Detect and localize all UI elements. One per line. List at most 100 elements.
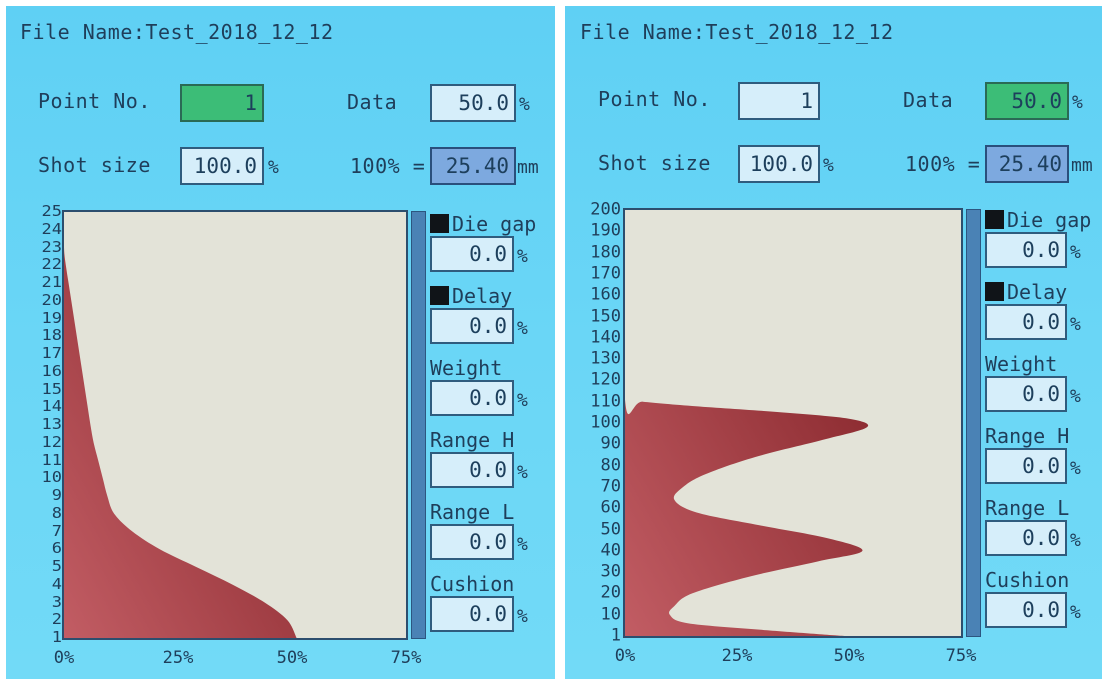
shot-size-field[interactable]: 100.0 bbox=[180, 147, 264, 185]
y-tick-label: 4 bbox=[51, 575, 62, 594]
y-tick-label: 70 bbox=[600, 476, 621, 497]
range-h-field[interactable]: 0.0 bbox=[985, 448, 1067, 484]
y-tick-label: 17 bbox=[41, 344, 62, 363]
die-gap-label: Die gap bbox=[430, 212, 536, 236]
delay-indicator-icon bbox=[430, 286, 449, 305]
die-gap-indicator-icon bbox=[430, 214, 449, 233]
y-tick-label: 130 bbox=[590, 348, 621, 369]
y-tick-label: 19 bbox=[41, 309, 62, 328]
cushion-label: Cushion bbox=[430, 572, 515, 596]
weight-field[interactable]: 0.0 bbox=[985, 376, 1067, 412]
range-l-field[interactable]: 0.0 bbox=[430, 524, 514, 560]
y-tick-label: 12 bbox=[41, 433, 62, 452]
y-tick-label: 170 bbox=[590, 263, 621, 284]
profile-area bbox=[64, 212, 297, 638]
y-tick-label: 16 bbox=[41, 362, 62, 381]
cushion-unit: % bbox=[517, 606, 528, 627]
profile-chart bbox=[623, 208, 963, 638]
shot-size-unit: % bbox=[823, 155, 834, 176]
y-tick-label: 6 bbox=[51, 539, 62, 558]
y-tick-label: 120 bbox=[590, 369, 621, 390]
y-tick-label: 21 bbox=[41, 273, 62, 292]
x-tick-label: 25% bbox=[721, 646, 753, 666]
range-h-label: Range H bbox=[430, 428, 515, 452]
data-unit: % bbox=[1072, 92, 1083, 113]
y-tick-label: 190 bbox=[590, 220, 621, 241]
delay-indicator-icon bbox=[985, 282, 1004, 301]
range-l-label: Range L bbox=[430, 500, 515, 524]
mm-unit: mm bbox=[1071, 155, 1093, 176]
range-h-unit: % bbox=[517, 462, 528, 483]
y-tick-label: 30 bbox=[600, 561, 621, 582]
data-field[interactable]: 50.0 bbox=[430, 84, 516, 122]
point-no-field[interactable]: 1 bbox=[180, 84, 264, 122]
range-h-field[interactable]: 0.0 bbox=[430, 452, 514, 488]
point-no-field[interactable]: 1 bbox=[738, 82, 820, 120]
data-unit: % bbox=[519, 94, 530, 115]
y-tick-label: 22 bbox=[41, 255, 62, 274]
y-tick-label: 11 bbox=[41, 451, 62, 470]
y-axis: 25 24 23 22 21 20 19 18 17 16 15 14 13 12 11 10 9 8 7 6 5 4 3 2… bbox=[6, 204, 64, 645]
chart-scrollbar[interactable] bbox=[966, 209, 981, 637]
x-tick-label: 25% bbox=[162, 648, 194, 668]
delay-label: Delay bbox=[985, 280, 1067, 304]
die-gap-indicator-icon bbox=[985, 210, 1004, 229]
shot-size-field[interactable]: 100.0 bbox=[738, 145, 820, 183]
y-tick-label: 3 bbox=[51, 593, 62, 612]
y-tick-label: 40 bbox=[600, 540, 621, 561]
die-gap-field[interactable]: 0.0 bbox=[430, 236, 514, 272]
range-l-field[interactable]: 0.0 bbox=[985, 520, 1067, 556]
y-tick-label: 1 bbox=[610, 625, 621, 646]
delay-field[interactable]: 0.0 bbox=[430, 308, 514, 344]
delay-unit: % bbox=[517, 318, 528, 339]
mm-field[interactable]: 25.40 bbox=[985, 145, 1069, 183]
point-no-label: Point No. bbox=[598, 87, 711, 111]
die-gap-unit: % bbox=[1070, 242, 1081, 263]
y-tick-label: 2 bbox=[51, 610, 62, 629]
x-tick-label: 0% bbox=[53, 648, 75, 668]
file-name-label: File Name:Test_2018_12_12 bbox=[580, 20, 894, 44]
y-tick-label: 110 bbox=[590, 391, 621, 412]
data-field[interactable]: 50.0 bbox=[985, 82, 1069, 120]
y-tick-label: 15 bbox=[41, 380, 62, 399]
chart-scrollbar[interactable] bbox=[411, 211, 426, 639]
y-tick-label: 8 bbox=[51, 504, 62, 523]
y-tick-label: 23 bbox=[41, 238, 62, 257]
y-tick-label: 1 bbox=[51, 628, 62, 647]
range-l-unit: % bbox=[1070, 530, 1081, 551]
data-label: Data bbox=[903, 88, 954, 112]
cushion-unit: % bbox=[1070, 602, 1081, 623]
die-gap-field[interactable]: 0.0 bbox=[985, 232, 1067, 268]
range-l-unit: % bbox=[517, 534, 528, 555]
delay-label-text: Delay bbox=[452, 284, 513, 308]
delay-field[interactable]: 0.0 bbox=[985, 304, 1067, 340]
y-tick-label: 9 bbox=[51, 486, 62, 505]
weight-field[interactable]: 0.0 bbox=[430, 380, 514, 416]
y-tick-label: 160 bbox=[590, 284, 621, 305]
weight-unit: % bbox=[1070, 386, 1081, 407]
y-tick-label: 24 bbox=[41, 220, 62, 239]
shot-size-label: Shot size bbox=[598, 151, 711, 175]
die-gap-unit: % bbox=[517, 246, 528, 267]
screen-panel-left: File Name:Test_2018_12_12 Point No. 1 Da… bbox=[6, 6, 555, 679]
file-name-label: File Name:Test_2018_12_12 bbox=[20, 20, 334, 44]
cushion-field[interactable]: 0.0 bbox=[985, 592, 1067, 628]
mm-field[interactable]: 25.40 bbox=[430, 147, 516, 185]
delay-label-text: Delay bbox=[1007, 280, 1068, 304]
data-label: Data bbox=[347, 90, 398, 114]
shot-size-label: Shot size bbox=[38, 153, 151, 177]
delay-unit: % bbox=[1070, 314, 1081, 335]
y-tick-label: 20 bbox=[41, 291, 62, 310]
profile-area bbox=[625, 210, 869, 636]
cushion-label: Cushion bbox=[985, 568, 1070, 592]
y-tick-label: 25 bbox=[41, 202, 62, 221]
y-tick-label: 100 bbox=[590, 412, 621, 433]
point-no-label: Point No. bbox=[38, 89, 151, 113]
x-tick-label: 75% bbox=[390, 648, 422, 668]
cushion-field[interactable]: 0.0 bbox=[430, 596, 514, 632]
range-h-label: Range H bbox=[985, 424, 1070, 448]
percent-equals-label: 100% = bbox=[905, 152, 981, 176]
weight-unit: % bbox=[517, 390, 528, 411]
percent-equals-label: 100% = bbox=[350, 154, 426, 178]
y-tick-label: 7 bbox=[51, 522, 62, 541]
